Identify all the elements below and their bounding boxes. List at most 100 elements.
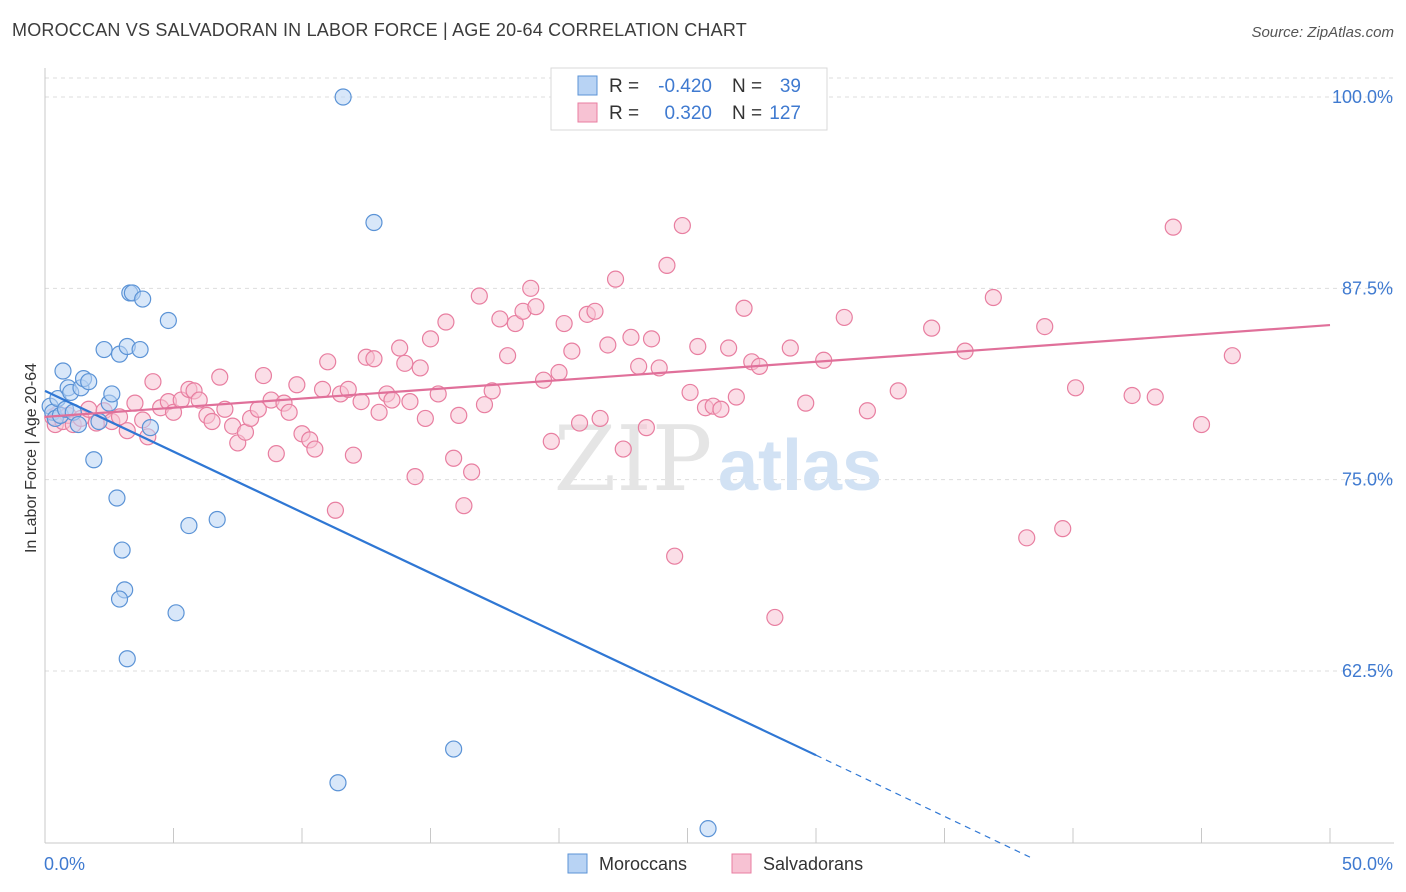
moroccan-point-18 [103,385,121,403]
salvadoran-point-113 [923,319,941,337]
salvadoran-point-47 [344,446,362,464]
moroccan-point-32 [118,650,136,668]
moroccan-point-19 [108,489,126,507]
salvadoran-point-107 [781,339,799,357]
salvadoran-point-38 [288,376,306,394]
salvadoran-point-103 [735,299,753,317]
gridlines [45,77,1394,672]
salvadoran-point-23 [190,391,208,409]
moroccan-point-39 [699,820,717,838]
salvadoran-trend-line [44,323,1331,419]
salvadoran-point-58 [411,359,429,377]
moroccan-point-35 [334,88,352,106]
moroccan-point-37 [329,774,347,792]
salvadoran-point-54 [391,339,409,357]
salvadoran-point-97 [689,337,707,356]
series-legend: Moroccans Salvadorans [567,853,863,874]
salvadoran-point-83 [586,302,604,320]
stats-legend: R = -0.420 N = 39 R = 0.320 N = 127 [550,67,828,131]
axes [44,68,1394,844]
salvadoran-point-72 [506,314,524,333]
salvadoran-point-69 [483,382,501,400]
legend-r-label-1: R = [609,76,639,97]
watermark: ZIP atlas [554,407,882,512]
salvadoran-point-16 [144,373,162,391]
salvadoran-point-51 [370,403,388,421]
y-tick-label-2: 87.5% [1342,278,1393,298]
salvadoran-point-68 [475,396,494,414]
salvadoran-point-106 [766,608,784,627]
moroccan-point-27 [131,340,149,359]
salvadoran-point-43 [319,353,337,371]
salvadoran-point-117 [1036,318,1054,336]
tick-labels: 62.5% 75.0% 87.5% 100.0% 0.0% 50.0% [44,87,1393,874]
salvadoran-point-25 [203,412,221,431]
x-tick-label-1: 50.0% [1342,854,1393,874]
salvadoran-point-122 [1164,218,1182,236]
salvadoran-point-112 [889,382,907,400]
salvadoran-point-71 [499,347,517,365]
salvadoran-point-87 [614,440,632,458]
legend-n-label-2: N = [732,103,762,124]
salvadoran-point-42 [313,380,332,398]
salvadoran-point-60 [421,330,440,348]
moroccan-point-5 [54,362,72,380]
salvadoran-points [44,216,1241,627]
salvadoran-point-63 [445,449,463,467]
salvadoran-point-59 [416,409,434,428]
legend-r-value-2: 0.320 [664,103,712,124]
salvadoran-point-70 [491,310,509,328]
salvadoran-point-91 [642,330,661,348]
salvadoran-point-80 [563,342,581,360]
salvadoran-point-121 [1146,388,1164,406]
watermark-atlas: atlas [718,426,882,506]
salvadoran-point-116 [1018,529,1036,547]
salvadoran-point-41 [306,440,324,458]
salvadoran-point-44 [326,501,345,519]
legend-n-value-1: 39 [780,76,801,97]
moroccans-legend-label: Moroccans [599,854,687,874]
salvadoran-point-88 [622,328,640,346]
salvadorans-legend-label: Salvadorans [763,854,863,874]
salvadoran-point-64 [450,406,468,424]
salvadoran-point-81 [570,414,589,432]
salvadoran-point-74 [522,279,540,297]
moroccan-point-23 [110,590,129,608]
salvadoran-point-102 [727,388,745,406]
salvadoran-point-89 [630,357,648,375]
y-tick-label-0: 62.5% [1342,661,1393,681]
salvadoran-swatch [577,102,598,123]
salvadoran-point-95 [673,216,691,235]
y-tick-label-3: 100.0% [1332,87,1393,107]
moroccan-trend-extension [815,754,1035,860]
salvadoran-point-115 [984,288,1002,307]
salvadoran-point-48 [352,393,370,411]
legend-r-value-1: -0.420 [658,76,712,97]
moroccan-point-34 [208,510,226,529]
moroccan-point-33 [180,516,198,535]
salvadoran-point-62 [437,313,455,331]
salvadoran-point-37 [280,403,298,421]
salvadoran-point-13 [126,394,144,412]
salvadoran-point-90 [637,419,655,437]
moroccan-point-38 [445,740,463,758]
salvadoran-point-56 [401,393,419,411]
salvadoran-point-96 [681,383,699,402]
salvadoran-point-77 [542,432,560,450]
salvadoran-point-78 [550,363,568,382]
salvadoran-point-110 [835,308,853,327]
salvadoran-point-86 [606,270,625,288]
source-label: Source: ZipAtlas.com [1251,24,1394,41]
moroccan-point-29 [141,419,159,437]
salvadoran-point-75 [527,298,545,316]
y-axis-label: In Labor Force | Age 20-64 [23,363,40,553]
salvadoran-point-50 [365,350,383,368]
salvadoran-point-120 [1123,386,1141,405]
moroccan-point-16 [95,340,113,359]
salvadoran-point-53 [383,391,401,409]
salvadoran-point-79 [555,314,573,333]
salvadoran-point-93 [658,256,676,274]
moroccan-point-30 [159,311,177,330]
salvadoran-point-108 [797,394,815,412]
salvadoran-point-84 [591,409,609,428]
